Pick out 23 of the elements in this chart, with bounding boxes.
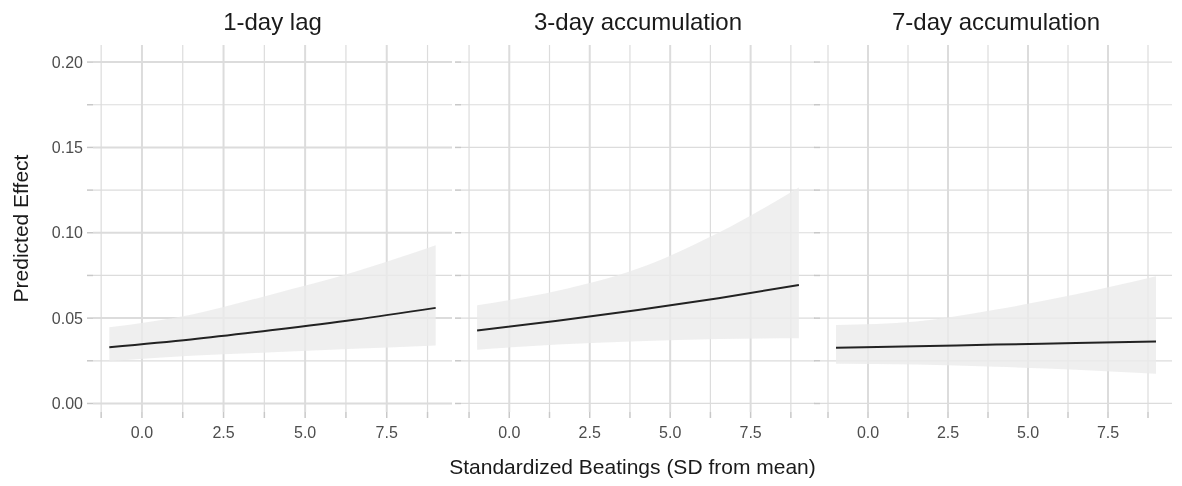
x-tick-label: 7.5	[375, 424, 398, 441]
x-tick-label: 0.0	[856, 424, 880, 441]
x-tick-label: 2.5	[578, 424, 601, 441]
y-axis-title: Predicted Effect	[9, 154, 32, 303]
y-tick-label: 0.15	[51, 139, 84, 157]
x-tick-label: 2.5	[212, 424, 235, 441]
x-tick-label: 5.0	[659, 424, 682, 441]
x-tick-label: 7.5	[1096, 424, 1120, 441]
x-axis-title: Standardized Beatings (SD from mean)	[449, 455, 816, 478]
chart-title: 3-day accumulation	[533, 8, 743, 35]
x-tick-label: 7.5	[739, 424, 762, 441]
y-tick-label: 0.00	[51, 395, 84, 413]
line-series	[108, 306, 437, 349]
chart-title: 7-day accumulation	[891, 8, 1101, 35]
x-tick-label: 5.0	[1016, 424, 1040, 441]
x-tick-label: 2.5	[936, 424, 960, 441]
y-tick-label: 0.10	[51, 224, 84, 242]
y-tick-label: 0.05	[51, 309, 84, 327]
x-tick-label: 0.0	[130, 424, 154, 441]
x-tick-label: 5.0	[294, 424, 317, 441]
x-tick-label: 0.0	[498, 424, 521, 441]
y-tick-label: 0.20	[51, 53, 84, 71]
chart-title: 1-day lag	[223, 8, 322, 35]
